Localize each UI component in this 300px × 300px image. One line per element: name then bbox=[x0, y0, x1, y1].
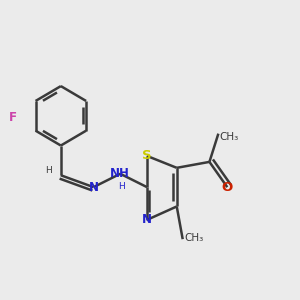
Text: O: O bbox=[222, 181, 233, 194]
Text: NH: NH bbox=[110, 167, 130, 180]
Text: CH₃: CH₃ bbox=[184, 233, 203, 243]
Text: H: H bbox=[46, 166, 52, 175]
Text: N: N bbox=[142, 213, 152, 226]
Text: N: N bbox=[88, 181, 98, 194]
Text: F: F bbox=[9, 111, 17, 124]
Text: H: H bbox=[118, 182, 125, 191]
Text: CH₃: CH₃ bbox=[220, 132, 239, 142]
Text: S: S bbox=[142, 149, 152, 162]
